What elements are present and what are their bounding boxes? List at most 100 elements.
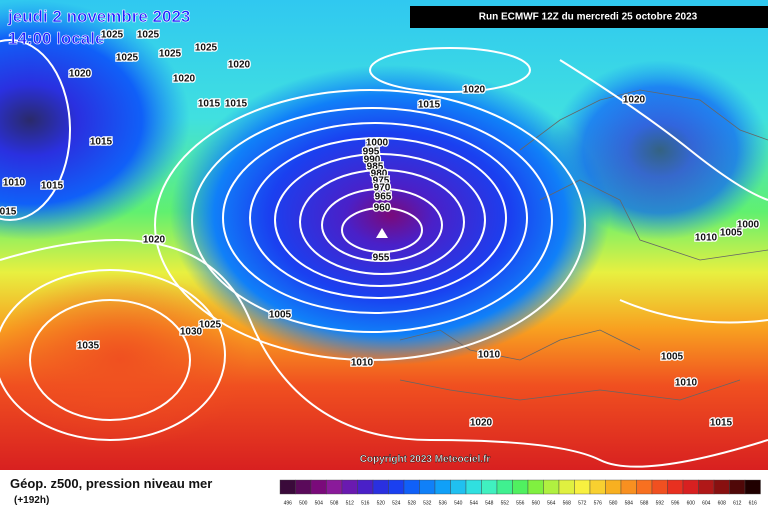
colorbar-label: 556 — [516, 500, 525, 506]
isobar-label: 1035 — [77, 341, 100, 352]
colorbar-label: 520 — [377, 500, 386, 506]
colorbar-label: 544 — [470, 500, 479, 506]
isobar-label: 955 — [373, 253, 390, 264]
colorbar-label: 604 — [702, 500, 711, 506]
colorbar-cell — [326, 479, 343, 495]
isobar-labels: 1025 1025 1025 1025 1025 1020 1020 1020 1020 1020… — [0, 28, 761, 430]
colorbar-cell — [279, 479, 296, 495]
legend-subtitle: (+192h) — [14, 495, 49, 506]
colorbar-label: 496 — [284, 500, 293, 506]
isobar-label: 985 — [367, 162, 384, 173]
colorbar-label: 564 — [547, 500, 556, 506]
isobar-label: 1005 — [661, 352, 684, 363]
isobar-label: 1015 — [90, 137, 113, 148]
colorbar-cell — [372, 479, 389, 495]
colorbar-cell — [434, 479, 451, 495]
colorbar-label: 524 — [392, 500, 401, 506]
colorbar-cell — [450, 479, 467, 495]
isobar-label: 1030 — [180, 327, 203, 338]
colorbar-cell — [698, 479, 715, 495]
colorbar-cell — [481, 479, 498, 495]
isobar-label: 1025 — [101, 30, 124, 41]
colorbar-label: 608 — [718, 500, 727, 506]
colorbar-cell — [496, 479, 513, 495]
colorbar-label: 612 — [733, 500, 742, 506]
colorbar-label: 592 — [656, 500, 665, 506]
isobar-label: 1015 — [225, 99, 248, 110]
copyright: Copyright 2023 Meteociel.fr — [360, 454, 491, 465]
isobar-label: 1020 — [228, 60, 251, 71]
isobar-label: 1010 — [478, 350, 501, 361]
run-info: Run ECMWF 12Z du mercredi 25 octobre 202… — [479, 12, 698, 23]
high-pressure-area — [0, 270, 250, 450]
isobar-label: 1020 — [173, 74, 196, 85]
isobar-label: 1025 — [116, 53, 139, 64]
isobar-label: 1025 — [195, 43, 218, 54]
isobar-label: 1000 — [737, 220, 760, 231]
colorbar-cell — [388, 479, 405, 495]
coastlines — [399, 89, 768, 401]
colorbar-label: 504 — [315, 500, 324, 506]
run-banner — [410, 6, 768, 28]
forecast-date: jeudi 2 novembre 2023 — [7, 7, 190, 26]
isobar-label: 1010 — [675, 378, 698, 389]
isobar-label: 960 — [374, 203, 391, 214]
colorbar: 496 500 504 508 512 516 520 524 528 532 536 540 544 5… — [279, 479, 761, 506]
colorbar-label: 512 — [346, 500, 355, 506]
isobar-label: 1015 — [198, 99, 221, 110]
colorbar-label: 596 — [671, 500, 680, 506]
isobar-label: 990 — [364, 155, 381, 166]
colorbar-cell — [605, 479, 622, 495]
colorbar-cell — [295, 479, 312, 495]
colorbar-label: 600 — [687, 500, 696, 506]
colorbar-label: 532 — [423, 500, 432, 506]
isobar-label: 1010 — [3, 178, 26, 189]
isobar-label: 1010 — [695, 233, 718, 244]
colorbar-cell — [543, 479, 560, 495]
low-pressure-area — [170, 65, 610, 365]
colorbar-cell — [341, 479, 358, 495]
isobar-label: 1020 — [623, 95, 646, 106]
colorbar-label: 580 — [609, 500, 618, 506]
legend-title: Géop. z500, pression niveau mer — [10, 476, 212, 491]
colorbar-label: 576 — [594, 500, 603, 506]
colorbar-label: 560 — [532, 500, 541, 506]
colorbar-label: 568 — [563, 500, 572, 506]
low-center — [376, 228, 388, 238]
isobar-label: 1020 — [463, 85, 486, 96]
colorbar-cell — [558, 479, 575, 495]
isobar-label: 1010 — [351, 358, 374, 369]
colorbar-label: 528 — [408, 500, 417, 506]
isobar-label: 1025 — [159, 49, 182, 60]
colorbar-cell — [403, 479, 420, 495]
colorbar-cell — [682, 479, 699, 495]
colorbar-label: 616 — [749, 500, 758, 506]
colorbar-label: 508 — [330, 500, 339, 506]
isobar-label: 1000 — [366, 138, 389, 149]
colorbar-cell — [574, 479, 591, 495]
colorbar-cell — [620, 479, 637, 495]
colorbar-cell — [636, 479, 653, 495]
isobar-label: 1015 — [41, 181, 64, 192]
colorbar-label: 572 — [578, 500, 587, 506]
colorbar-cell — [744, 479, 761, 495]
trough-area — [550, 60, 768, 240]
colorbar-cell — [419, 479, 436, 495]
colorbar-cell — [667, 479, 684, 495]
isobar-label: 1020 — [470, 418, 493, 429]
colorbar-label: 500 — [299, 500, 308, 506]
isobar-label: 1015 — [418, 100, 441, 111]
colorbar-cell — [310, 479, 327, 495]
colorbar-cell — [729, 479, 746, 495]
colorbar-cell — [589, 479, 606, 495]
isobar-label: 1025 — [199, 320, 222, 331]
colorbar-label: 584 — [625, 500, 634, 506]
colorbar-label: 540 — [454, 500, 463, 506]
isobar-label: 980 — [371, 169, 388, 180]
isobar-label: 965 — [375, 192, 392, 203]
isobar-label: 995 — [363, 147, 380, 158]
isobar-label: 1005 — [269, 310, 292, 321]
colorbar-cell — [651, 479, 668, 495]
colorbar-label: 552 — [501, 500, 510, 506]
